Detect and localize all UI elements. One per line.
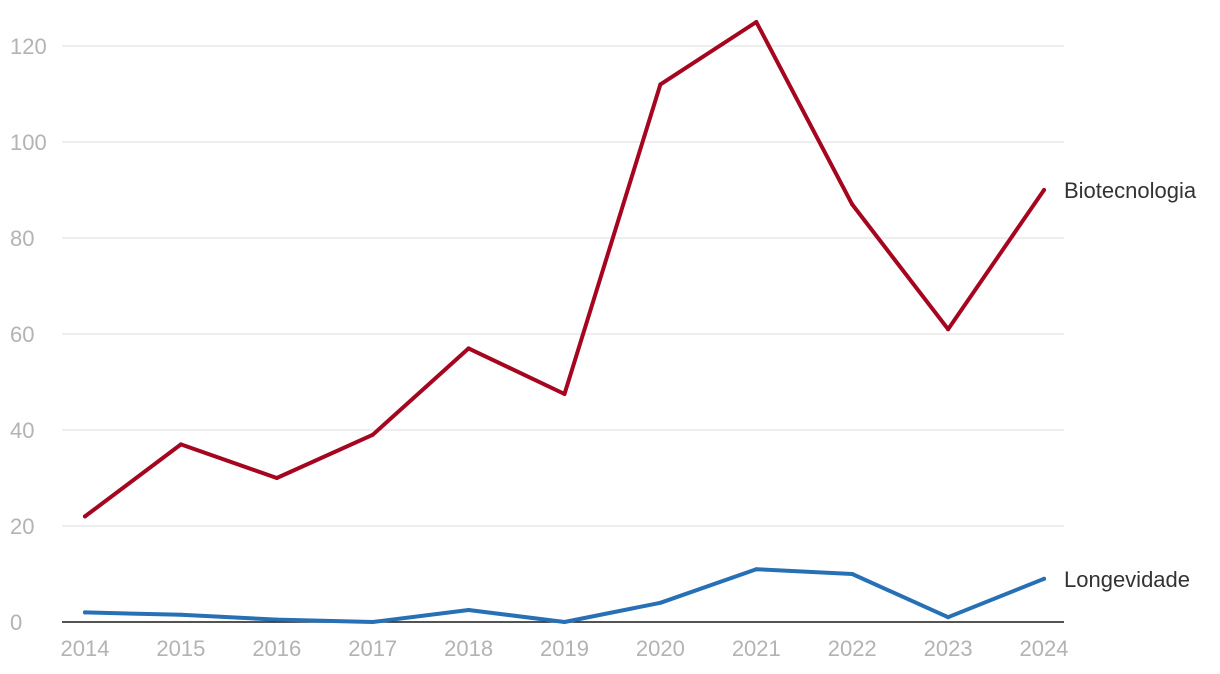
x-tick-label-2019: 2019 [540, 636, 589, 661]
x-tick-label-2022: 2022 [828, 636, 877, 661]
y-axis: 0 20 40 60 80 100 120 [10, 34, 47, 635]
data-point-longevidade-2018 [466, 608, 471, 612]
y-tick-label-80: 80 [10, 226, 34, 251]
x-tick-label-2023: 2023 [924, 636, 973, 661]
data-point-biotecnologia-2014 [83, 514, 87, 519]
x-axis: 2014 2015 2016 2017 2018 2019 2020 2021 2022 2023… [61, 621, 1069, 661]
data-point-longevidade-2015 [178, 612, 183, 617]
series-layer [83, 20, 1046, 624]
data-point-biotecnologia-2018 [466, 346, 471, 351]
data-point-longevidade-2023 [946, 615, 951, 620]
y-tick-label-100: 100 [10, 130, 47, 155]
data-point-longevidade-2014 [83, 610, 87, 615]
series-label-biotecnologia: Biotecnologia [1064, 178, 1197, 203]
y-tick-label-60: 60 [10, 322, 34, 347]
x-tick-label-2015: 2015 [156, 636, 205, 661]
data-point-biotecnologia-2019 [562, 392, 567, 396]
data-point-longevidade-2016 [274, 617, 279, 622]
x-tick-label-2016: 2016 [252, 636, 301, 661]
data-point-longevidade-2019 [562, 620, 567, 624]
data-point-longevidade-2017 [370, 620, 375, 624]
data-point-longevidade-2022 [850, 572, 855, 576]
data-point-biotecnologia-2017 [370, 432, 375, 437]
y-tick-label-20: 20 [10, 514, 34, 539]
x-tick-label-2020: 2020 [636, 636, 685, 661]
data-point-longevidade-2021 [754, 567, 759, 572]
x-tick-label-2014: 2014 [61, 636, 110, 661]
data-point-longevidade-2020 [658, 600, 663, 605]
series-line-longevidade [83, 567, 1046, 624]
grid-layer [62, 45, 1064, 527]
y-tick-label-120: 120 [10, 34, 47, 59]
data-point-longevidade-2024 [1042, 576, 1046, 581]
data-point-biotecnologia-2015 [178, 442, 183, 447]
y-tick-label-40: 40 [10, 418, 34, 443]
x-tick-label-2021: 2021 [732, 636, 781, 661]
data-point-biotecnologia-2022 [850, 202, 855, 207]
data-point-biotecnologia-2021 [754, 20, 759, 24]
data-point-biotecnologia-2023 [946, 327, 951, 332]
series-labels: Biotecnologia Longevidade [1064, 178, 1197, 592]
x-tick-label-2017: 2017 [348, 636, 397, 661]
data-point-biotecnologia-2020 [658, 82, 663, 87]
x-tick-label-2024: 2024 [1020, 636, 1069, 661]
series-line-biotecnologia [83, 20, 1046, 519]
series-label-longevidade: Longevidade [1064, 567, 1190, 592]
y-tick-label-0: 0 [10, 610, 22, 635]
x-tick-label-2018: 2018 [444, 636, 493, 661]
data-point-biotecnologia-2016 [274, 476, 279, 480]
data-point-biotecnologia-2024 [1042, 188, 1046, 192]
